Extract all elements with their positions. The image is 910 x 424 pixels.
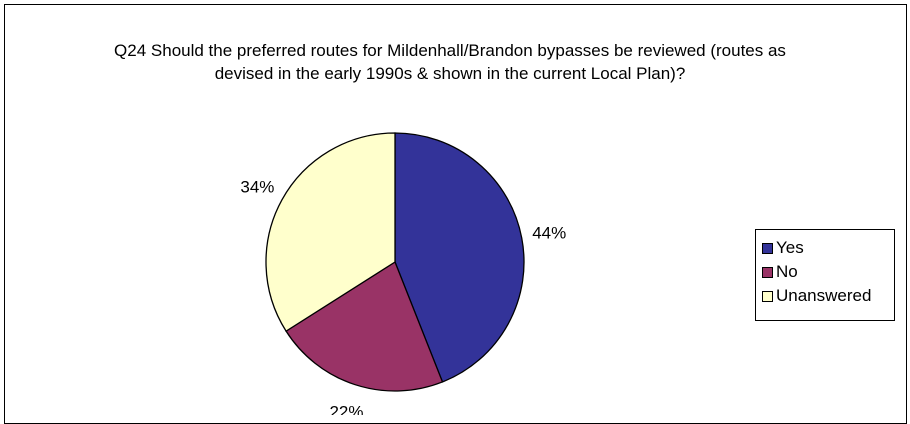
data-label-yes: 44% [532, 224, 566, 243]
legend: Yes No Unanswered [755, 229, 895, 321]
pie-slice-no [285, 261, 444, 392]
legend-label: Unanswered [776, 286, 872, 305]
legend-label: No [776, 262, 798, 281]
pie-slice-yes [394, 132, 525, 383]
legend-swatch [762, 266, 773, 278]
legend-swatch [762, 242, 773, 254]
legend-item-unanswered: Unanswered [762, 284, 894, 308]
pie-slice-unanswered [265, 132, 396, 333]
legend-item-no: No [762, 260, 894, 284]
data-label-unanswered: 34% [240, 177, 274, 196]
chart-title: Q24 Should the preferred routes for Mild… [114, 41, 786, 83]
legend-label: Yes [776, 238, 804, 257]
pie-chart: 44% 22% 34% [240, 132, 566, 415]
legend-item-yes: Yes [762, 236, 894, 260]
data-label-no: 22% [329, 402, 363, 415]
legend-swatch [762, 290, 773, 302]
